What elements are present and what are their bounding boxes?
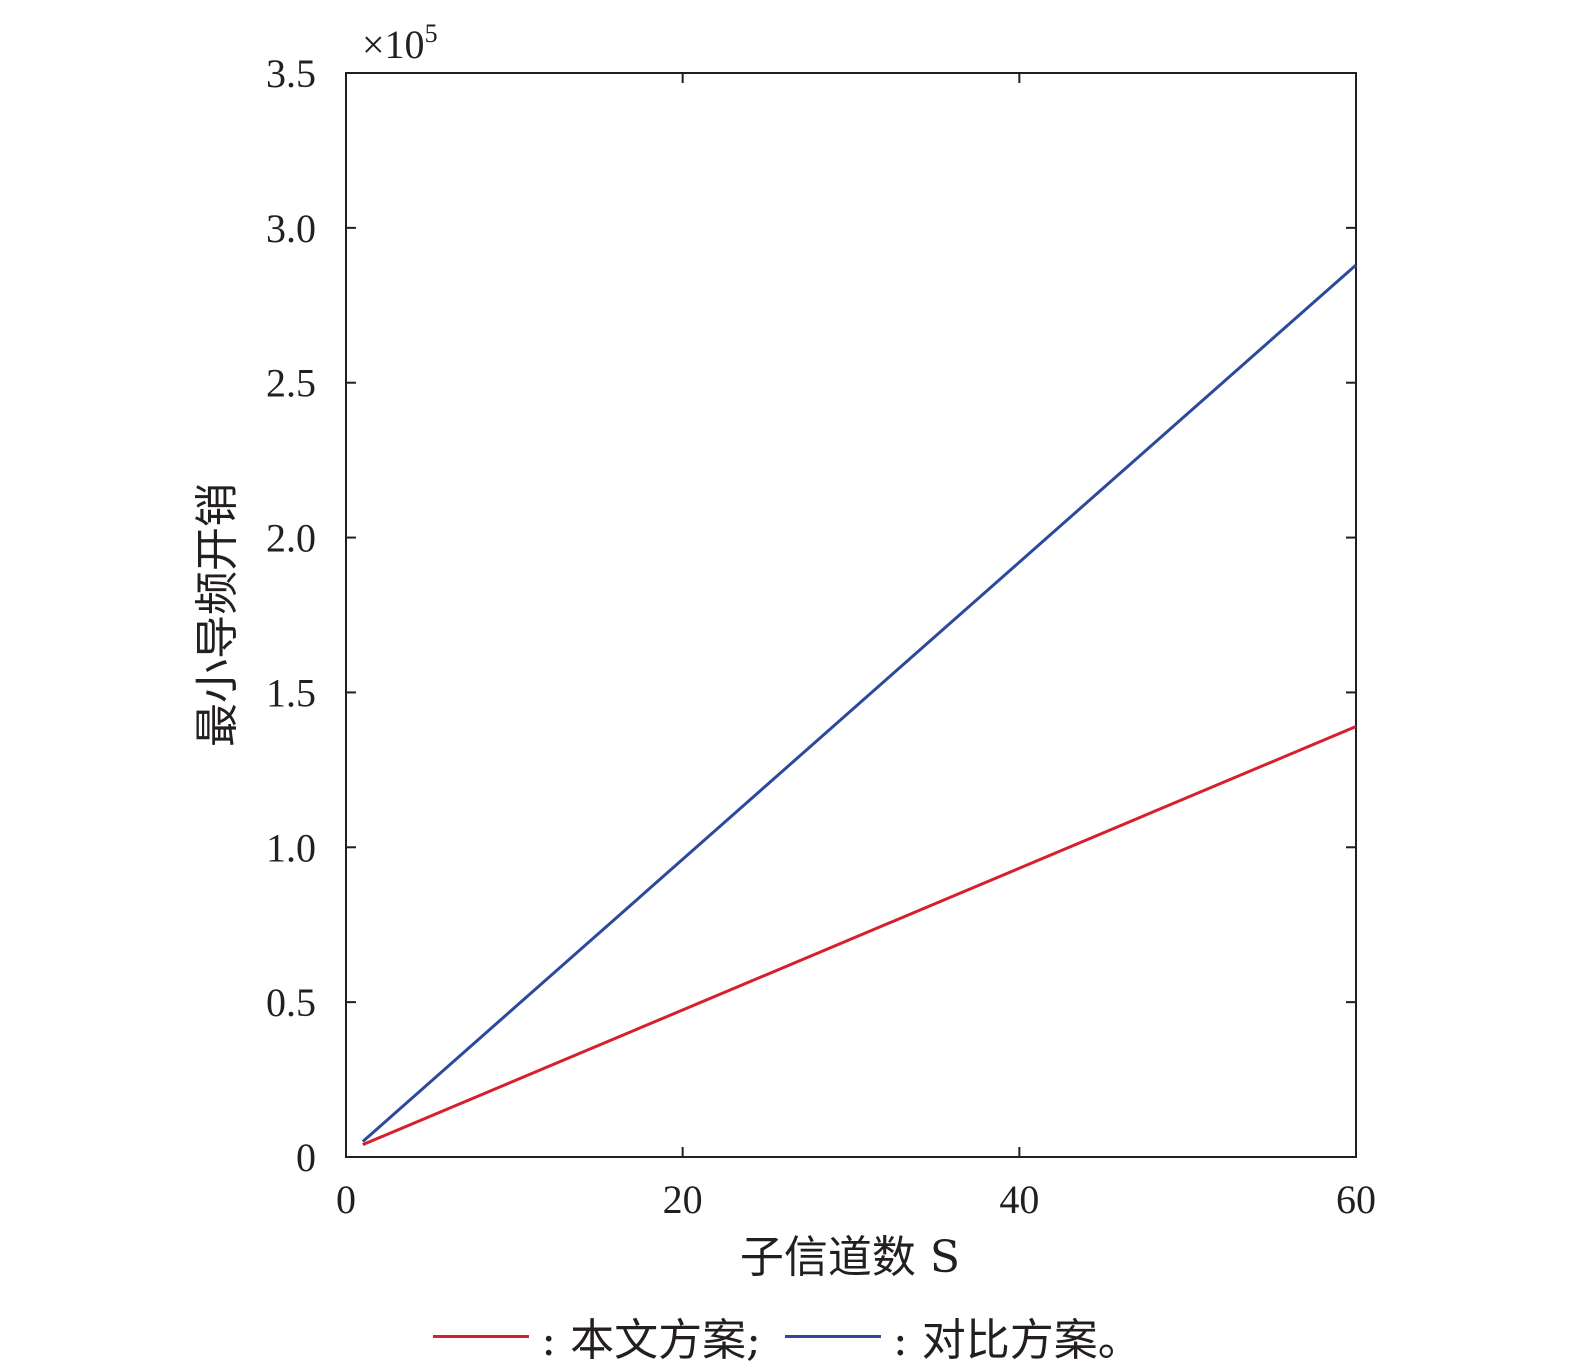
x-tick-label: 0 — [336, 1177, 356, 1222]
x-tick-label: 20 — [663, 1177, 703, 1222]
y-multiplier: ×105 — [362, 19, 438, 67]
legend-swatch-series-1 — [433, 1334, 530, 1338]
line-chart: 0 20 40 60 0 0.5 1.0 1.5 2.0 2.5 3.0 3.5 ×105 子信道数… — [192, 19, 1376, 1283]
plot-frame — [345, 72, 1357, 1158]
y-tick-label: 2.5 — [266, 361, 316, 406]
legend: : 本文方案; : 对比方案。 — [0, 1308, 1575, 1366]
legend-swatch-series-2 — [784, 1334, 881, 1338]
y-multiplier-exponent: 5 — [425, 19, 438, 48]
y-tick-label: 3.5 — [266, 51, 316, 96]
x-tick-label: 60 — [1336, 1177, 1376, 1222]
x-tick-labels: 0 20 40 60 — [336, 1177, 1376, 1222]
y-tick-label: 3.0 — [266, 206, 316, 251]
legend-label-series-1: : 本文方案; — [541, 1315, 761, 1366]
x-axis-title: 子信道数 S — [740, 1232, 960, 1283]
legend-label-series-2: : 对比方案。 — [892, 1315, 1142, 1366]
y-tick-label: 0.5 — [266, 980, 316, 1025]
y-tick-labels: 0 0.5 1.0 1.5 2.0 2.5 3.0 3.5 — [266, 51, 316, 1180]
legend-item-series-2: : 对比方案。 — [784, 1304, 1142, 1368]
series-lines — [361, 263, 1357, 1146]
y-tick-label: 1.0 — [266, 825, 316, 870]
y-tick-label: 0 — [296, 1135, 316, 1180]
series-line-1 — [362, 725, 1357, 1146]
y-axis-title: 最小导频开销 — [192, 483, 243, 747]
y-tick-label: 2.0 — [266, 516, 316, 561]
series-line-2 — [361, 263, 1357, 1143]
legend-item-series-1: : 本文方案; — [433, 1304, 761, 1368]
axis-ticks — [345, 72, 1357, 1158]
x-tick-label: 40 — [999, 1177, 1039, 1222]
y-tick-label: 1.5 — [266, 670, 316, 715]
